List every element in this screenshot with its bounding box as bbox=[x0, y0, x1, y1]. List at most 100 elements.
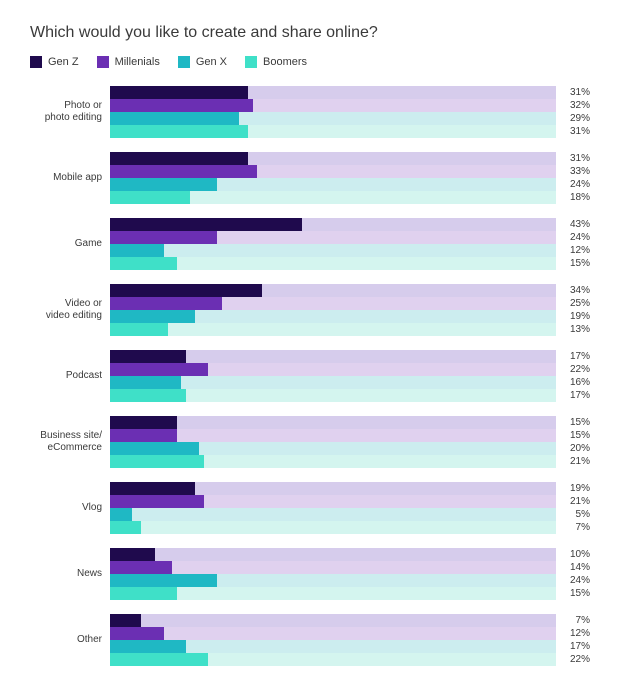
legend-label: Gen X bbox=[196, 56, 227, 68]
bar-value bbox=[110, 495, 204, 508]
percent-label: 21% bbox=[556, 496, 590, 507]
percent-label: 25% bbox=[556, 298, 590, 309]
percent-label: 10% bbox=[556, 549, 590, 560]
bar-value bbox=[110, 112, 239, 125]
legend-swatch bbox=[97, 56, 109, 68]
category-label: Business site/eCommerce bbox=[30, 430, 102, 454]
legend-label: Gen Z bbox=[48, 56, 79, 68]
category-row: Photo orphoto editing31%32%29%31% bbox=[30, 86, 590, 138]
bar-row: 12% bbox=[110, 627, 590, 640]
bar-track bbox=[110, 495, 556, 508]
bar-value bbox=[110, 297, 222, 310]
percent-label: 24% bbox=[556, 179, 590, 190]
category-row: Business site/eCommerce15%15%20%21% bbox=[30, 416, 590, 468]
bar-background bbox=[110, 548, 556, 561]
bar-track bbox=[110, 482, 556, 495]
bar-row: 24% bbox=[110, 231, 590, 244]
percent-label: 22% bbox=[556, 654, 590, 665]
bar-track bbox=[110, 178, 556, 191]
category-row: Game 43%24% 12%15% bbox=[30, 218, 590, 270]
percent-label: 19% bbox=[556, 311, 590, 322]
bars-column: 7%12%17% 22% bbox=[110, 614, 590, 666]
bar-track bbox=[110, 363, 556, 376]
legend-item: Millenials bbox=[97, 56, 160, 68]
bar-background bbox=[110, 429, 556, 442]
bar-row: 18% bbox=[110, 191, 590, 204]
bars-column: 31%32%29%31% bbox=[110, 86, 590, 138]
legend-item: Gen X bbox=[178, 56, 227, 68]
bar-value bbox=[110, 653, 208, 666]
percent-label: 7% bbox=[556, 522, 590, 533]
category-label: Podcast bbox=[30, 370, 102, 382]
bar-track bbox=[110, 257, 556, 270]
bars-column: 34%25%19%13% bbox=[110, 284, 590, 336]
bar-row: 7% bbox=[110, 614, 590, 627]
bar-row: 15% bbox=[110, 257, 590, 270]
bar-track bbox=[110, 627, 556, 640]
bar-row: 21% bbox=[110, 495, 590, 508]
bar-track bbox=[110, 640, 556, 653]
percent-label: 24% bbox=[556, 575, 590, 586]
bar-track bbox=[110, 574, 556, 587]
bar-row: 25% bbox=[110, 297, 590, 310]
bar-track bbox=[110, 310, 556, 323]
percent-label: 31% bbox=[556, 87, 590, 98]
bar-value bbox=[110, 323, 168, 336]
percent-label: 17% bbox=[556, 351, 590, 362]
bar-track bbox=[110, 244, 556, 257]
legend: Gen Z Millenials Gen X Boomers bbox=[30, 56, 590, 68]
bar-value bbox=[110, 191, 190, 204]
bar-row: 24% bbox=[110, 178, 590, 191]
chart-area: Photo orphoto editing31%32%29%31% Mobile … bbox=[30, 86, 590, 666]
bars-column: 43%24% 12%15% bbox=[110, 218, 590, 270]
bar-value bbox=[110, 587, 177, 600]
bar-value bbox=[110, 614, 141, 627]
bar-background bbox=[110, 257, 556, 270]
legend-item: Gen Z bbox=[30, 56, 79, 68]
bar-value bbox=[110, 99, 253, 112]
legend-label: Millenials bbox=[115, 56, 160, 68]
bar-row: 31% bbox=[110, 125, 590, 138]
category-label: Vlog bbox=[30, 502, 102, 514]
bar-value bbox=[110, 165, 257, 178]
bar-row: 10% bbox=[110, 548, 590, 561]
percent-label: 31% bbox=[556, 153, 590, 164]
category-label: Game bbox=[30, 238, 102, 250]
bar-row: 21% bbox=[110, 455, 590, 468]
category-row: Podcast17%22%16%17% bbox=[30, 350, 590, 402]
bar-row: 15% bbox=[110, 416, 590, 429]
percent-label: 16% bbox=[556, 377, 590, 388]
bar-background bbox=[110, 627, 556, 640]
bars-column: 31%33%24%18% bbox=[110, 152, 590, 204]
percent-label: 12% bbox=[556, 245, 590, 256]
bar-track bbox=[110, 416, 556, 429]
legend-swatch bbox=[178, 56, 190, 68]
bar-row: 17% bbox=[110, 350, 590, 363]
bar-row: 17% bbox=[110, 640, 590, 653]
bar-value bbox=[110, 86, 248, 99]
percent-label: 24% bbox=[556, 232, 590, 243]
percent-label: 21% bbox=[556, 456, 590, 467]
bar-value bbox=[110, 548, 155, 561]
bar-value bbox=[110, 218, 302, 231]
bar-value bbox=[110, 521, 141, 534]
percent-label: 20% bbox=[556, 443, 590, 454]
percent-label: 17% bbox=[556, 641, 590, 652]
bar-track bbox=[110, 389, 556, 402]
bar-value bbox=[110, 310, 195, 323]
percent-label: 18% bbox=[556, 192, 590, 203]
category-row: Other7%12%17%22% bbox=[30, 614, 590, 666]
category-label: News bbox=[30, 568, 102, 580]
bar-background bbox=[110, 561, 556, 574]
bar-row: 24% bbox=[110, 574, 590, 587]
bar-row: 43% bbox=[110, 218, 590, 231]
bar-track bbox=[110, 442, 556, 455]
category-label: Mobile app bbox=[30, 172, 102, 184]
bar-row: 31% bbox=[110, 86, 590, 99]
bar-track bbox=[110, 429, 556, 442]
bar-track bbox=[110, 284, 556, 297]
bar-background bbox=[110, 521, 556, 534]
bar-track bbox=[110, 508, 556, 521]
legend-label: Boomers bbox=[263, 56, 307, 68]
bar-row: 22% bbox=[110, 653, 590, 666]
